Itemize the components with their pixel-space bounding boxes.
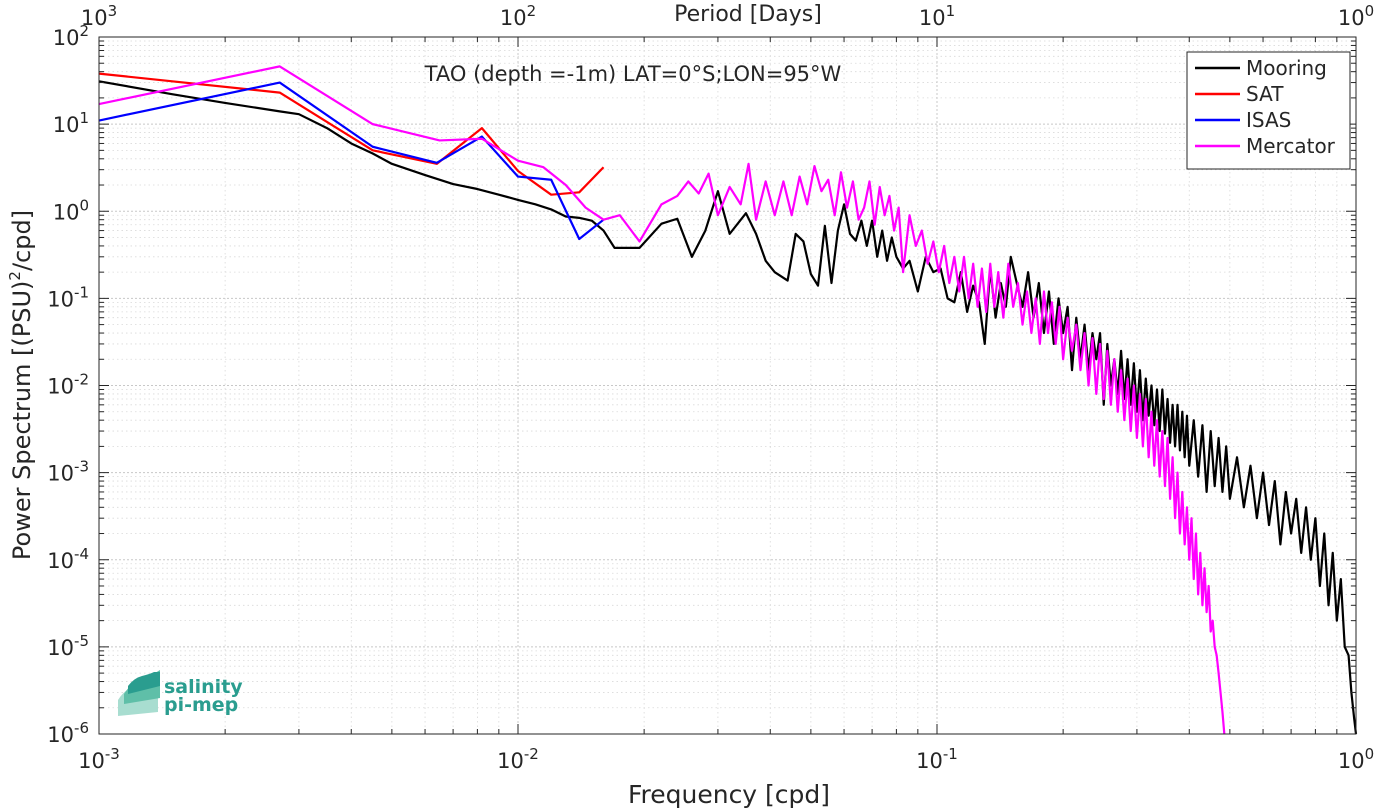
x-tick-label: 10-3 [78, 745, 120, 773]
top-tick-label: 102 [500, 2, 536, 30]
x-tick-label: 10-1 [916, 745, 958, 773]
y-axis-label: Power Spectrum [(PSU)2/cpd] [6, 210, 36, 560]
x-axis-label: Frequency [cpd] [628, 780, 830, 809]
legend-label-mooring: Mooring [1246, 56, 1327, 80]
y-tick-label: 10-1 [47, 283, 89, 311]
legend-label-mercator: Mercator [1246, 134, 1336, 158]
chart-title: TAO (depth =-1m) LAT=0°S;LON=95°W [424, 62, 842, 86]
y-tick-label: 100 [53, 196, 89, 224]
y-tick-label: 10-5 [47, 632, 89, 660]
y-axis-label-sup: 2 [6, 271, 24, 281]
y-tick-label: 102 [53, 22, 89, 50]
y-tick-label: 101 [53, 109, 89, 137]
y-tick-label: 10-4 [47, 545, 89, 573]
y-axis-label-prefix: Power Spectrum [(PSU) [8, 281, 36, 560]
y-tick-label: 10-6 [47, 719, 89, 747]
legend-label-sat: SAT [1246, 82, 1284, 106]
salinity-pi-mep-logo: salinity pi-mep [118, 670, 243, 716]
ticks-layer [98, 36, 1357, 735]
y-tick-label: 10-3 [47, 458, 89, 486]
logo-text-line1: salinity [164, 676, 243, 698]
legend-label-isas: ISAS [1246, 108, 1291, 132]
wave-logo-icon [118, 670, 160, 716]
series-line-mooring [98, 80, 1358, 735]
series-layer [98, 65, 1358, 735]
series-line-mercator [98, 65, 1226, 735]
logo-text-line2: pi-mep [164, 694, 238, 716]
top-tick-label: 103 [81, 2, 117, 30]
y-axis-label-suffix: /cpd] [8, 210, 36, 271]
x-tick-label: 10-2 [497, 745, 539, 773]
top-tick-label: 100 [1338, 2, 1374, 30]
series-line-sat [98, 72, 605, 196]
top-tick-label: 101 [919, 2, 955, 30]
x-tick-label: 100 [1338, 745, 1374, 773]
grid-minor [99, 37, 1356, 734]
series-line-isas [98, 81, 605, 241]
y-tick-label: 10-2 [47, 371, 89, 399]
legend-box [1186, 51, 1351, 170]
top-axis-label: Period [Days] [674, 2, 822, 27]
